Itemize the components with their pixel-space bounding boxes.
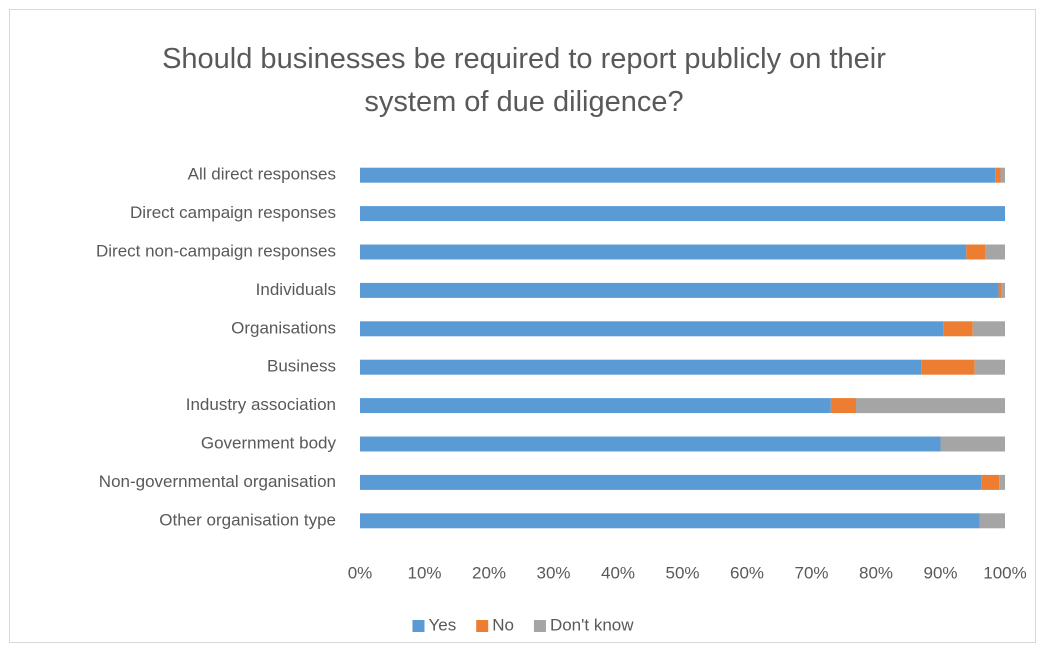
- x-tick-label: 10%: [407, 563, 441, 582]
- chart-title: Should businesses be required to report …: [162, 43, 886, 118]
- bar-segment: [360, 398, 831, 414]
- bar-segment: [985, 244, 1005, 260]
- bar-segment: [830, 398, 857, 414]
- x-tick-label: 20%: [472, 563, 506, 582]
- bar-segment: [921, 359, 975, 375]
- legend-swatch: [476, 620, 489, 632]
- bar-segment: [360, 474, 982, 490]
- bar-segment: [995, 167, 1001, 183]
- y-tick-label: Individuals: [256, 280, 336, 299]
- bar-segment: [1001, 282, 1005, 298]
- x-tick-label: 90%: [923, 563, 957, 582]
- y-tick-label: Non-governmental organisation: [99, 472, 336, 491]
- y-tick-label: Direct campaign responses: [130, 203, 336, 222]
- bar-segment: [360, 436, 941, 452]
- chart-frame: [9, 9, 1036, 643]
- x-tick-label: 30%: [536, 563, 570, 582]
- bar-segment: [943, 321, 973, 337]
- y-tick-label: All direct responses: [188, 165, 336, 184]
- bar-segment: [998, 282, 1002, 298]
- bar-segment: [966, 244, 986, 260]
- legend-label: No: [492, 615, 514, 634]
- x-tick-label: 40%: [601, 563, 635, 582]
- bar-segment: [1000, 167, 1005, 183]
- bar-segment: [360, 244, 967, 260]
- x-tick-label: 70%: [794, 563, 828, 582]
- bar-segment: [999, 474, 1005, 490]
- x-tick-label: 60%: [730, 563, 764, 582]
- legend-label: Yes: [428, 615, 456, 634]
- bar-segment: [360, 282, 999, 298]
- bar-segment: [972, 321, 1005, 337]
- bar-segment: [979, 513, 1005, 529]
- x-tick-label: 100%: [983, 563, 1026, 582]
- bar-segment: [856, 398, 1005, 414]
- bar-segment: [360, 359, 922, 375]
- y-tick-label: Organisations: [231, 318, 336, 337]
- legend-swatch: [533, 620, 546, 632]
- x-tick-label: 0%: [348, 563, 373, 582]
- legend-label: Don't know: [550, 615, 634, 634]
- bar-segment: [981, 474, 1000, 490]
- x-tick-label: 80%: [859, 563, 893, 582]
- bar-segment: [974, 359, 1005, 375]
- y-tick-label: Government body: [201, 433, 337, 452]
- bar-segment: [360, 167, 996, 183]
- y-tick-label: Industry association: [186, 395, 336, 414]
- legend-swatch: [412, 620, 425, 632]
- x-tick-label: 50%: [665, 563, 699, 582]
- bar-segment: [360, 321, 944, 337]
- bar-segment: [360, 513, 980, 529]
- y-tick-label: Direct non-campaign responses: [96, 241, 336, 260]
- bar-segment: [940, 436, 1005, 452]
- y-tick-label: Business: [267, 357, 336, 376]
- bar-segment: [360, 206, 1005, 222]
- y-tick-label: Other organisation type: [159, 510, 336, 529]
